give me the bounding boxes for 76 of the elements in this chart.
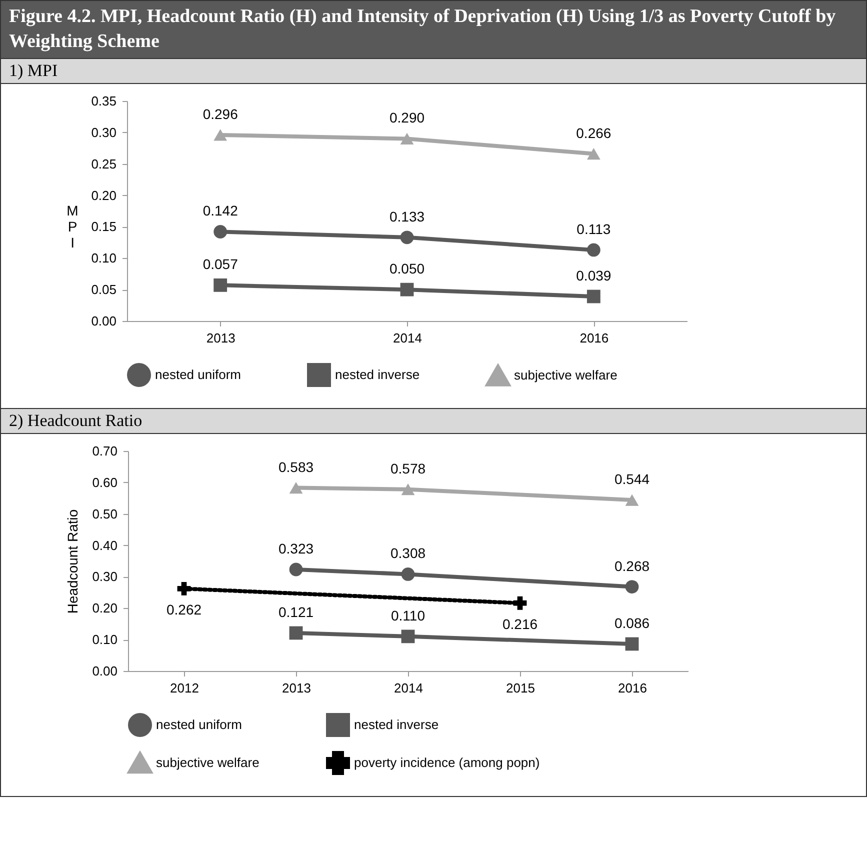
x-tick-label: 2016	[618, 680, 647, 696]
legend-label: nested uniform	[155, 367, 241, 382]
data-label: 0.268	[614, 558, 650, 574]
point	[401, 568, 415, 582]
x-tick-label: 2014	[394, 680, 423, 696]
point	[586, 244, 600, 258]
point	[177, 582, 191, 596]
data-label: 0.266	[576, 125, 612, 142]
point	[625, 638, 639, 652]
y-tick-label: 0.70	[92, 444, 118, 459]
x-tick-label: 2015	[506, 680, 535, 696]
point	[214, 130, 228, 142]
y-tick-label: 0.50	[92, 506, 118, 522]
x-tick-label: 2013	[282, 680, 311, 696]
legend-label: nested uniform	[156, 717, 242, 732]
y-tick-label: 0.60	[92, 475, 118, 490]
chart-title: Figure 4.2. MPI, Headcount Ratio (H) and Intensity of Deprivation (H) Using 1/3 as Poverty Cutoff by Weighting Scheme	[1, 1, 866, 58]
y-tick-label: 0.30	[92, 570, 118, 585]
data-label: 0.578	[390, 460, 426, 477]
y-tick-label: 0.15	[91, 220, 116, 235]
legend-label: poverty incidence (among popn)	[354, 755, 540, 770]
y-tick-label: 0.35	[91, 94, 116, 109]
data-label: 0.296	[202, 106, 238, 122]
point	[289, 482, 303, 494]
data-label: 0.323	[278, 540, 314, 557]
data-label: 0.121	[278, 604, 314, 620]
y-tick-label: 0.20	[91, 188, 116, 204]
x-tick-label: 2016	[580, 330, 609, 346]
legend-label: nested inverse	[354, 717, 439, 732]
legend-label: subjective welfare	[514, 368, 618, 384]
y-tick-label: 0.00	[91, 314, 116, 329]
data-label: 0.133	[389, 208, 425, 225]
point	[513, 596, 527, 610]
legend-label: subjective welfare	[156, 755, 260, 770]
point	[401, 484, 415, 496]
data-label: 0.050	[389, 260, 425, 277]
data-label: 0.308	[390, 546, 426, 562]
y-tick-label: 0.25	[91, 156, 116, 172]
x-tick-label: 2012	[170, 680, 199, 696]
data-label: 0.544	[614, 471, 650, 488]
point	[586, 148, 600, 160]
chart-subtitle: 2) Headcount Ratio	[1, 408, 866, 434]
data-label: 0.216	[502, 616, 538, 632]
y-tick-label: 0.10	[92, 632, 118, 648]
data-label: 0.086	[614, 615, 650, 632]
point	[400, 231, 414, 244]
point	[625, 580, 639, 594]
y-tick-label: 0.30	[91, 125, 116, 140]
y-axis-title: MPI	[66, 202, 78, 251]
point	[289, 563, 303, 577]
data-label: 0.290	[389, 110, 425, 126]
chart-subtitle: 1) MPI	[1, 58, 866, 84]
point	[214, 278, 228, 292]
y-tick-label: 0.40	[92, 538, 118, 554]
y-tick-label: 0.20	[92, 601, 118, 616]
point	[400, 133, 414, 145]
legend-label: nested inverse	[335, 367, 420, 382]
x-tick-label: 2014	[393, 330, 422, 346]
point	[214, 225, 228, 239]
data-label: 0.583	[278, 459, 314, 476]
point	[625, 494, 639, 506]
x-tick-label: 2013	[206, 330, 236, 346]
point	[586, 290, 600, 304]
y-axis-title: Headcount Ratio	[64, 510, 80, 614]
data-label: 0.142	[202, 203, 238, 220]
data-label: 0.057	[202, 256, 238, 273]
y-tick-label: 0.05	[91, 282, 116, 298]
data-label: 0.110	[391, 608, 426, 624]
point	[400, 283, 414, 297]
data-label: 0.039	[576, 268, 612, 284]
y-tick-label: 0.10	[91, 251, 116, 266]
data-label: 0.262	[166, 602, 202, 618]
point	[289, 626, 303, 640]
data-label: 0.113	[576, 221, 611, 238]
point	[401, 630, 415, 644]
y-tick-label: 0.00	[92, 664, 118, 679]
